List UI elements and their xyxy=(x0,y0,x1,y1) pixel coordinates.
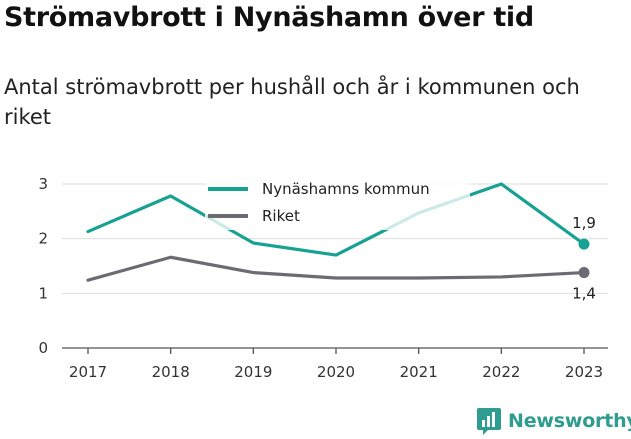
legend-background xyxy=(205,176,470,230)
series-end-label-1: 1,4 xyxy=(572,285,596,303)
legend-label-0: Nynäshamns kommun xyxy=(262,180,430,198)
legend-label-1: Riket xyxy=(262,207,300,225)
brand-name: Newsworthy xyxy=(508,410,631,432)
x-tick-label: 2021 xyxy=(400,363,438,381)
x-tick-label: 2023 xyxy=(565,363,603,381)
series-end-point-1 xyxy=(578,267,590,279)
bar-chart-logo-icon xyxy=(477,408,501,435)
page-subtitle: Antal strömavbrott per hushåll och år i … xyxy=(4,75,580,129)
series-end-label-0: 1,9 xyxy=(572,214,596,232)
x-tick-label: 2022 xyxy=(482,363,520,381)
x-tick-label: 2019 xyxy=(234,363,272,381)
y-tick-label: 3 xyxy=(38,175,48,193)
series-end-point-0 xyxy=(578,238,590,250)
page-title: Strömavbrott i Nynäshamn över tid xyxy=(4,2,534,33)
y-tick-label: 2 xyxy=(38,230,48,248)
x-tick-label: 2018 xyxy=(152,363,190,381)
y-tick-label: 1 xyxy=(38,284,48,302)
x-tick-label: 2020 xyxy=(317,363,355,381)
y-tick-label: 0 xyxy=(38,339,48,357)
x-tick-label: 2017 xyxy=(69,363,107,381)
series-line-1 xyxy=(86,255,586,282)
series-line-0 xyxy=(86,182,586,257)
newsworthy-brand: Newsworthy xyxy=(476,406,631,436)
